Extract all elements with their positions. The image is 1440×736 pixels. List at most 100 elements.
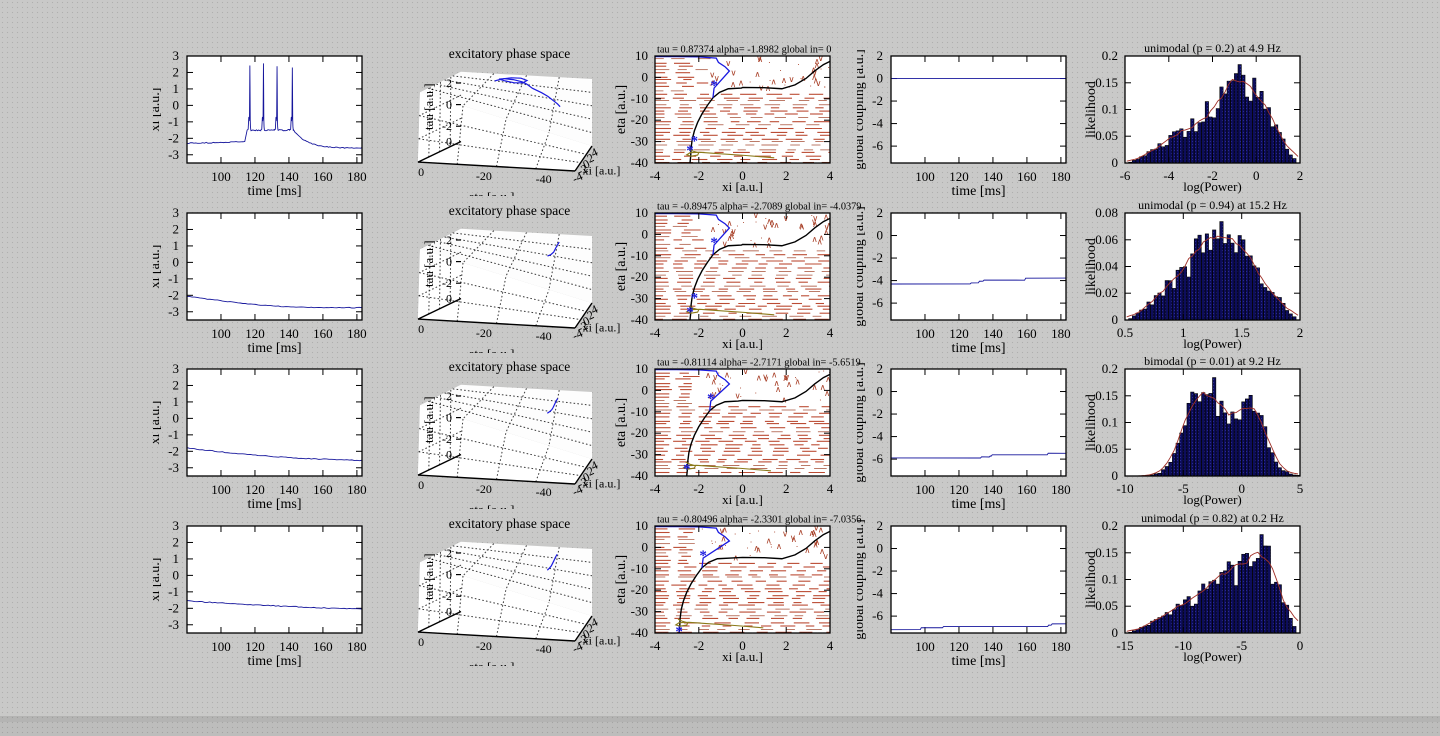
svg-text:2: 2 <box>446 546 452 560</box>
svg-text:2: 2 <box>877 520 884 533</box>
svg-text:-2: -2 <box>442 589 452 603</box>
svg-text:·: · <box>757 526 760 536</box>
svg-text:eta [a.u.]: eta [a.u.] <box>614 555 629 604</box>
svg-text:120: 120 <box>245 169 265 184</box>
svg-text:xi [a.u.]: xi [a.u.] <box>583 477 621 491</box>
svg-text:3: 3 <box>173 207 180 220</box>
svg-text:0: 0 <box>446 135 452 149</box>
svg-text:time [ms]: time [ms] <box>247 654 301 669</box>
svg-text:∧: ∧ <box>798 527 804 537</box>
svg-text:2: 2 <box>173 534 180 549</box>
svg-text:tau [a.u.]: tau [a.u.] <box>421 553 436 600</box>
svg-text:·: · <box>717 220 720 230</box>
svg-text:-30: -30 <box>631 604 648 619</box>
svg-text:4: 4 <box>827 481 834 496</box>
svg-text:eta [a.u.]: eta [a.u.] <box>614 242 629 291</box>
svg-text:eta [a.u.]: eta [a.u.] <box>469 346 515 353</box>
svg-text:180: 180 <box>347 482 367 497</box>
svg-text:140: 140 <box>279 639 299 654</box>
svg-text:-40: -40 <box>631 312 648 327</box>
svg-text:xi [a.u.]: xi [a.u.] <box>722 336 763 351</box>
svg-text:0: 0 <box>1253 168 1260 183</box>
svg-text:bimodal (p = 0.01) at 9.2 Hz: bimodal (p = 0.01) at 9.2 Hz <box>1144 354 1281 368</box>
svg-text:-20: -20 <box>476 639 492 653</box>
svg-text:tau [a.u.]: tau [a.u.] <box>421 396 436 443</box>
svg-text:100: 100 <box>915 326 935 341</box>
svg-text:100: 100 <box>211 326 231 341</box>
svg-text:∧: ∧ <box>818 232 824 242</box>
svg-text:likelihood: likelihood <box>1084 238 1099 295</box>
svg-text:160: 160 <box>313 326 333 341</box>
svg-text:·: · <box>819 395 822 405</box>
svg-text:time [ms]: time [ms] <box>247 184 301 199</box>
svg-text:-30: -30 <box>631 134 648 149</box>
svg-text:xi [a.u.]: xi [a.u.] <box>722 492 763 507</box>
svg-text:eta [a.u.]: eta [a.u.] <box>469 189 515 196</box>
svg-text:global coupling [a.u.]: global coupling [a.u.] <box>857 520 867 640</box>
svg-text:log(Power): log(Power) <box>1183 336 1242 351</box>
svg-text:eta [a.u.]: eta [a.u.] <box>469 502 515 509</box>
svg-text:time [ms]: time [ms] <box>951 184 1005 199</box>
svg-text:-6: -6 <box>872 608 883 623</box>
svg-text:-20: -20 <box>631 582 648 597</box>
svg-text:-3: -3 <box>168 617 179 632</box>
svg-text:·: · <box>795 374 798 384</box>
svg-text:2: 2 <box>783 168 790 183</box>
svg-text:0.2: 0.2 <box>1102 48 1118 63</box>
svg-text:-10: -10 <box>631 248 648 263</box>
svg-text:time [ms]: time [ms] <box>247 341 301 356</box>
svg-text:∧: ∧ <box>710 224 716 234</box>
svg-text:-1: -1 <box>168 427 179 442</box>
svg-text:xi [a.u.]: xi [a.u.] <box>583 634 621 648</box>
svg-text:-4: -4 <box>650 168 661 183</box>
svg-text:0.2: 0.2 <box>1102 518 1118 533</box>
svg-text:-6: -6 <box>1120 168 1131 183</box>
svg-text:·: · <box>746 543 749 553</box>
svg-text:0: 0 <box>418 165 424 179</box>
svg-text:120: 120 <box>245 482 265 497</box>
svg-text:-10: -10 <box>631 404 648 419</box>
svg-text:·: · <box>711 539 714 549</box>
svg-text:100: 100 <box>915 169 935 184</box>
svg-text:-3: -3 <box>168 147 179 162</box>
svg-text:0: 0 <box>642 226 649 241</box>
svg-text:global coupling [a.u.]: global coupling [a.u.] <box>857 207 867 327</box>
svg-text:xi [a.u.]: xi [a.u.] <box>722 649 763 664</box>
svg-text:*: * <box>686 305 694 321</box>
svg-text:0.5: 0.5 <box>1117 325 1133 340</box>
svg-text:180: 180 <box>1051 482 1071 497</box>
svg-text:·: · <box>770 542 773 552</box>
svg-text:eta [a.u.]: eta [a.u.] <box>614 398 629 447</box>
svg-text:2: 2 <box>173 64 180 79</box>
svg-text:1: 1 <box>173 394 180 409</box>
svg-text:2: 2 <box>446 233 452 247</box>
svg-text:0.1: 0.1 <box>1102 102 1118 117</box>
svg-text:·: · <box>750 537 753 547</box>
svg-text:∧: ∧ <box>799 221 805 231</box>
svg-text:0: 0 <box>418 635 424 649</box>
svg-text:4: 4 <box>827 168 834 183</box>
svg-text:*: * <box>686 143 694 159</box>
svg-text:-40: -40 <box>536 172 552 186</box>
svg-text:-20: -20 <box>631 112 648 127</box>
svg-text:120: 120 <box>245 326 265 341</box>
svg-text:eta [a.u.]: eta [a.u.] <box>469 659 515 666</box>
svg-text:100: 100 <box>915 639 935 654</box>
svg-text:120: 120 <box>949 326 969 341</box>
svg-text:log(Power): log(Power) <box>1183 179 1242 194</box>
svg-text:likelihood: likelihood <box>1084 81 1099 138</box>
svg-text:0: 0 <box>446 255 452 269</box>
svg-text:log(Power): log(Power) <box>1183 492 1242 507</box>
svg-text:10: 10 <box>635 518 648 533</box>
svg-text:-1: -1 <box>168 271 179 286</box>
svg-text:10: 10 <box>635 48 648 63</box>
svg-text:180: 180 <box>347 169 367 184</box>
svg-text:unimodal (p = 0.82) at 0.2 Hz: unimodal (p = 0.82) at 0.2 Hz <box>1141 511 1284 525</box>
svg-text:·: · <box>797 59 800 69</box>
svg-text:0: 0 <box>642 69 649 84</box>
svg-text:0: 0 <box>1112 312 1119 327</box>
svg-text:100: 100 <box>211 169 231 184</box>
svg-text:0: 0 <box>1112 468 1119 483</box>
svg-text:100: 100 <box>211 639 231 654</box>
svg-text:140: 140 <box>983 639 1003 654</box>
